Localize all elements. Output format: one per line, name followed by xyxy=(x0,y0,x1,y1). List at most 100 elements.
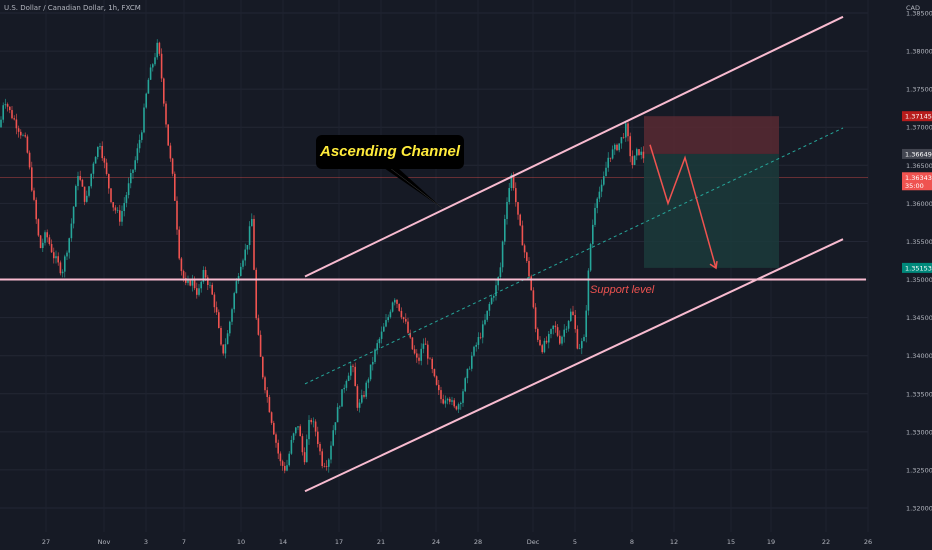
candle-body xyxy=(154,57,156,65)
y-tick-label: 1.38500 xyxy=(906,10,932,18)
candle-body xyxy=(246,245,249,250)
candle-body xyxy=(493,296,495,298)
candle-body xyxy=(105,162,108,174)
candle-body xyxy=(169,145,172,159)
candle-body xyxy=(600,184,603,192)
candle-body xyxy=(143,107,145,133)
candle-body xyxy=(462,391,464,403)
candle-body xyxy=(275,434,277,443)
candle-body xyxy=(290,439,293,454)
candle-body xyxy=(22,135,24,136)
candle-body xyxy=(402,317,405,320)
candle-body xyxy=(292,433,295,440)
candle-body xyxy=(603,176,605,185)
candle-body xyxy=(578,348,581,349)
candle-body xyxy=(37,219,40,236)
candle-body xyxy=(427,344,429,359)
y-tick-label: 1.37500 xyxy=(906,86,932,94)
candle-body xyxy=(374,349,376,362)
stop-price-tag xyxy=(902,111,932,122)
trade-zones xyxy=(644,116,779,268)
candle-body xyxy=(475,344,477,347)
candle-body xyxy=(574,315,576,330)
candle-body xyxy=(301,436,304,453)
target-price-tag-text: 1.35153 xyxy=(905,264,932,272)
candle-body xyxy=(556,327,559,336)
candle-body xyxy=(532,290,535,308)
candle-body xyxy=(242,260,244,267)
candle-body xyxy=(310,419,312,423)
current-price-tag xyxy=(902,172,932,191)
candle-body xyxy=(297,426,299,428)
candle-body xyxy=(306,439,308,463)
candle-body xyxy=(222,344,224,354)
candle-body xyxy=(372,361,374,365)
candle-body xyxy=(563,329,565,337)
candle-body xyxy=(640,151,642,155)
x-tick-label: 15 xyxy=(727,538,735,546)
candle-body xyxy=(625,123,627,138)
entry-price-tag-text: 1.36649 xyxy=(905,150,932,158)
current-price-tag-text: 1.36343 xyxy=(905,174,932,182)
countdown-text: 35:00 xyxy=(905,182,924,190)
candle-body xyxy=(506,201,508,219)
candle-body xyxy=(488,303,491,311)
stop-loss-zone xyxy=(644,116,779,154)
candle-body xyxy=(17,128,20,132)
candle-body xyxy=(207,277,209,286)
candle-body xyxy=(59,262,62,274)
candle-body xyxy=(299,426,301,437)
candle-body xyxy=(235,281,238,294)
candle-body xyxy=(160,53,163,79)
candle-body xyxy=(215,307,218,313)
candle-body xyxy=(66,252,68,257)
candle-body xyxy=(537,328,539,340)
candle-body xyxy=(220,327,222,345)
channel-lines xyxy=(0,15,866,493)
candle-body xyxy=(75,186,77,207)
candle-body xyxy=(369,364,372,380)
candle-body xyxy=(138,139,141,149)
x-tick-label: 5 xyxy=(573,538,577,546)
candle-body xyxy=(262,356,264,378)
candle-body xyxy=(0,119,2,128)
candle-body xyxy=(202,269,205,282)
candle-body xyxy=(317,431,319,444)
candle-body xyxy=(383,326,385,332)
x-tick-label: 17 xyxy=(335,538,343,546)
candle-body xyxy=(127,183,130,196)
candle-body xyxy=(231,309,233,322)
candle-body xyxy=(244,249,246,261)
candle-body xyxy=(218,312,220,328)
candle-body xyxy=(191,278,194,286)
candle-body xyxy=(303,452,306,463)
candle-body xyxy=(4,104,7,106)
candle-body xyxy=(9,106,11,111)
candlestick-series xyxy=(0,39,645,474)
y-tick-label: 1.36500 xyxy=(906,162,932,170)
candle-body xyxy=(68,238,70,253)
candle-body xyxy=(627,123,629,137)
x-tick-label: 7 xyxy=(182,538,186,546)
candle-body xyxy=(281,461,284,466)
candle-body xyxy=(367,379,370,383)
candle-body xyxy=(53,252,55,259)
currency-label: CAD xyxy=(906,4,920,12)
channel-annotation[interactable]: Ascending Channel xyxy=(316,135,464,169)
x-tick-label: 8 xyxy=(630,538,634,546)
x-tick-label: Dec xyxy=(527,538,540,546)
y-tick-label: 1.37000 xyxy=(906,124,932,132)
candle-body xyxy=(453,400,455,407)
candle-body xyxy=(589,244,592,271)
candle-body xyxy=(295,427,297,434)
y-tick-label: 1.35500 xyxy=(906,238,932,246)
candle-body xyxy=(499,267,502,278)
x-tick-label: 14 xyxy=(279,538,287,546)
candle-body xyxy=(482,324,484,338)
annotation-pointer-line xyxy=(389,167,443,209)
candle-body xyxy=(198,288,200,295)
candle-body xyxy=(543,340,546,353)
candle-body xyxy=(587,270,590,311)
y-tick-label: 1.34500 xyxy=(906,314,932,322)
